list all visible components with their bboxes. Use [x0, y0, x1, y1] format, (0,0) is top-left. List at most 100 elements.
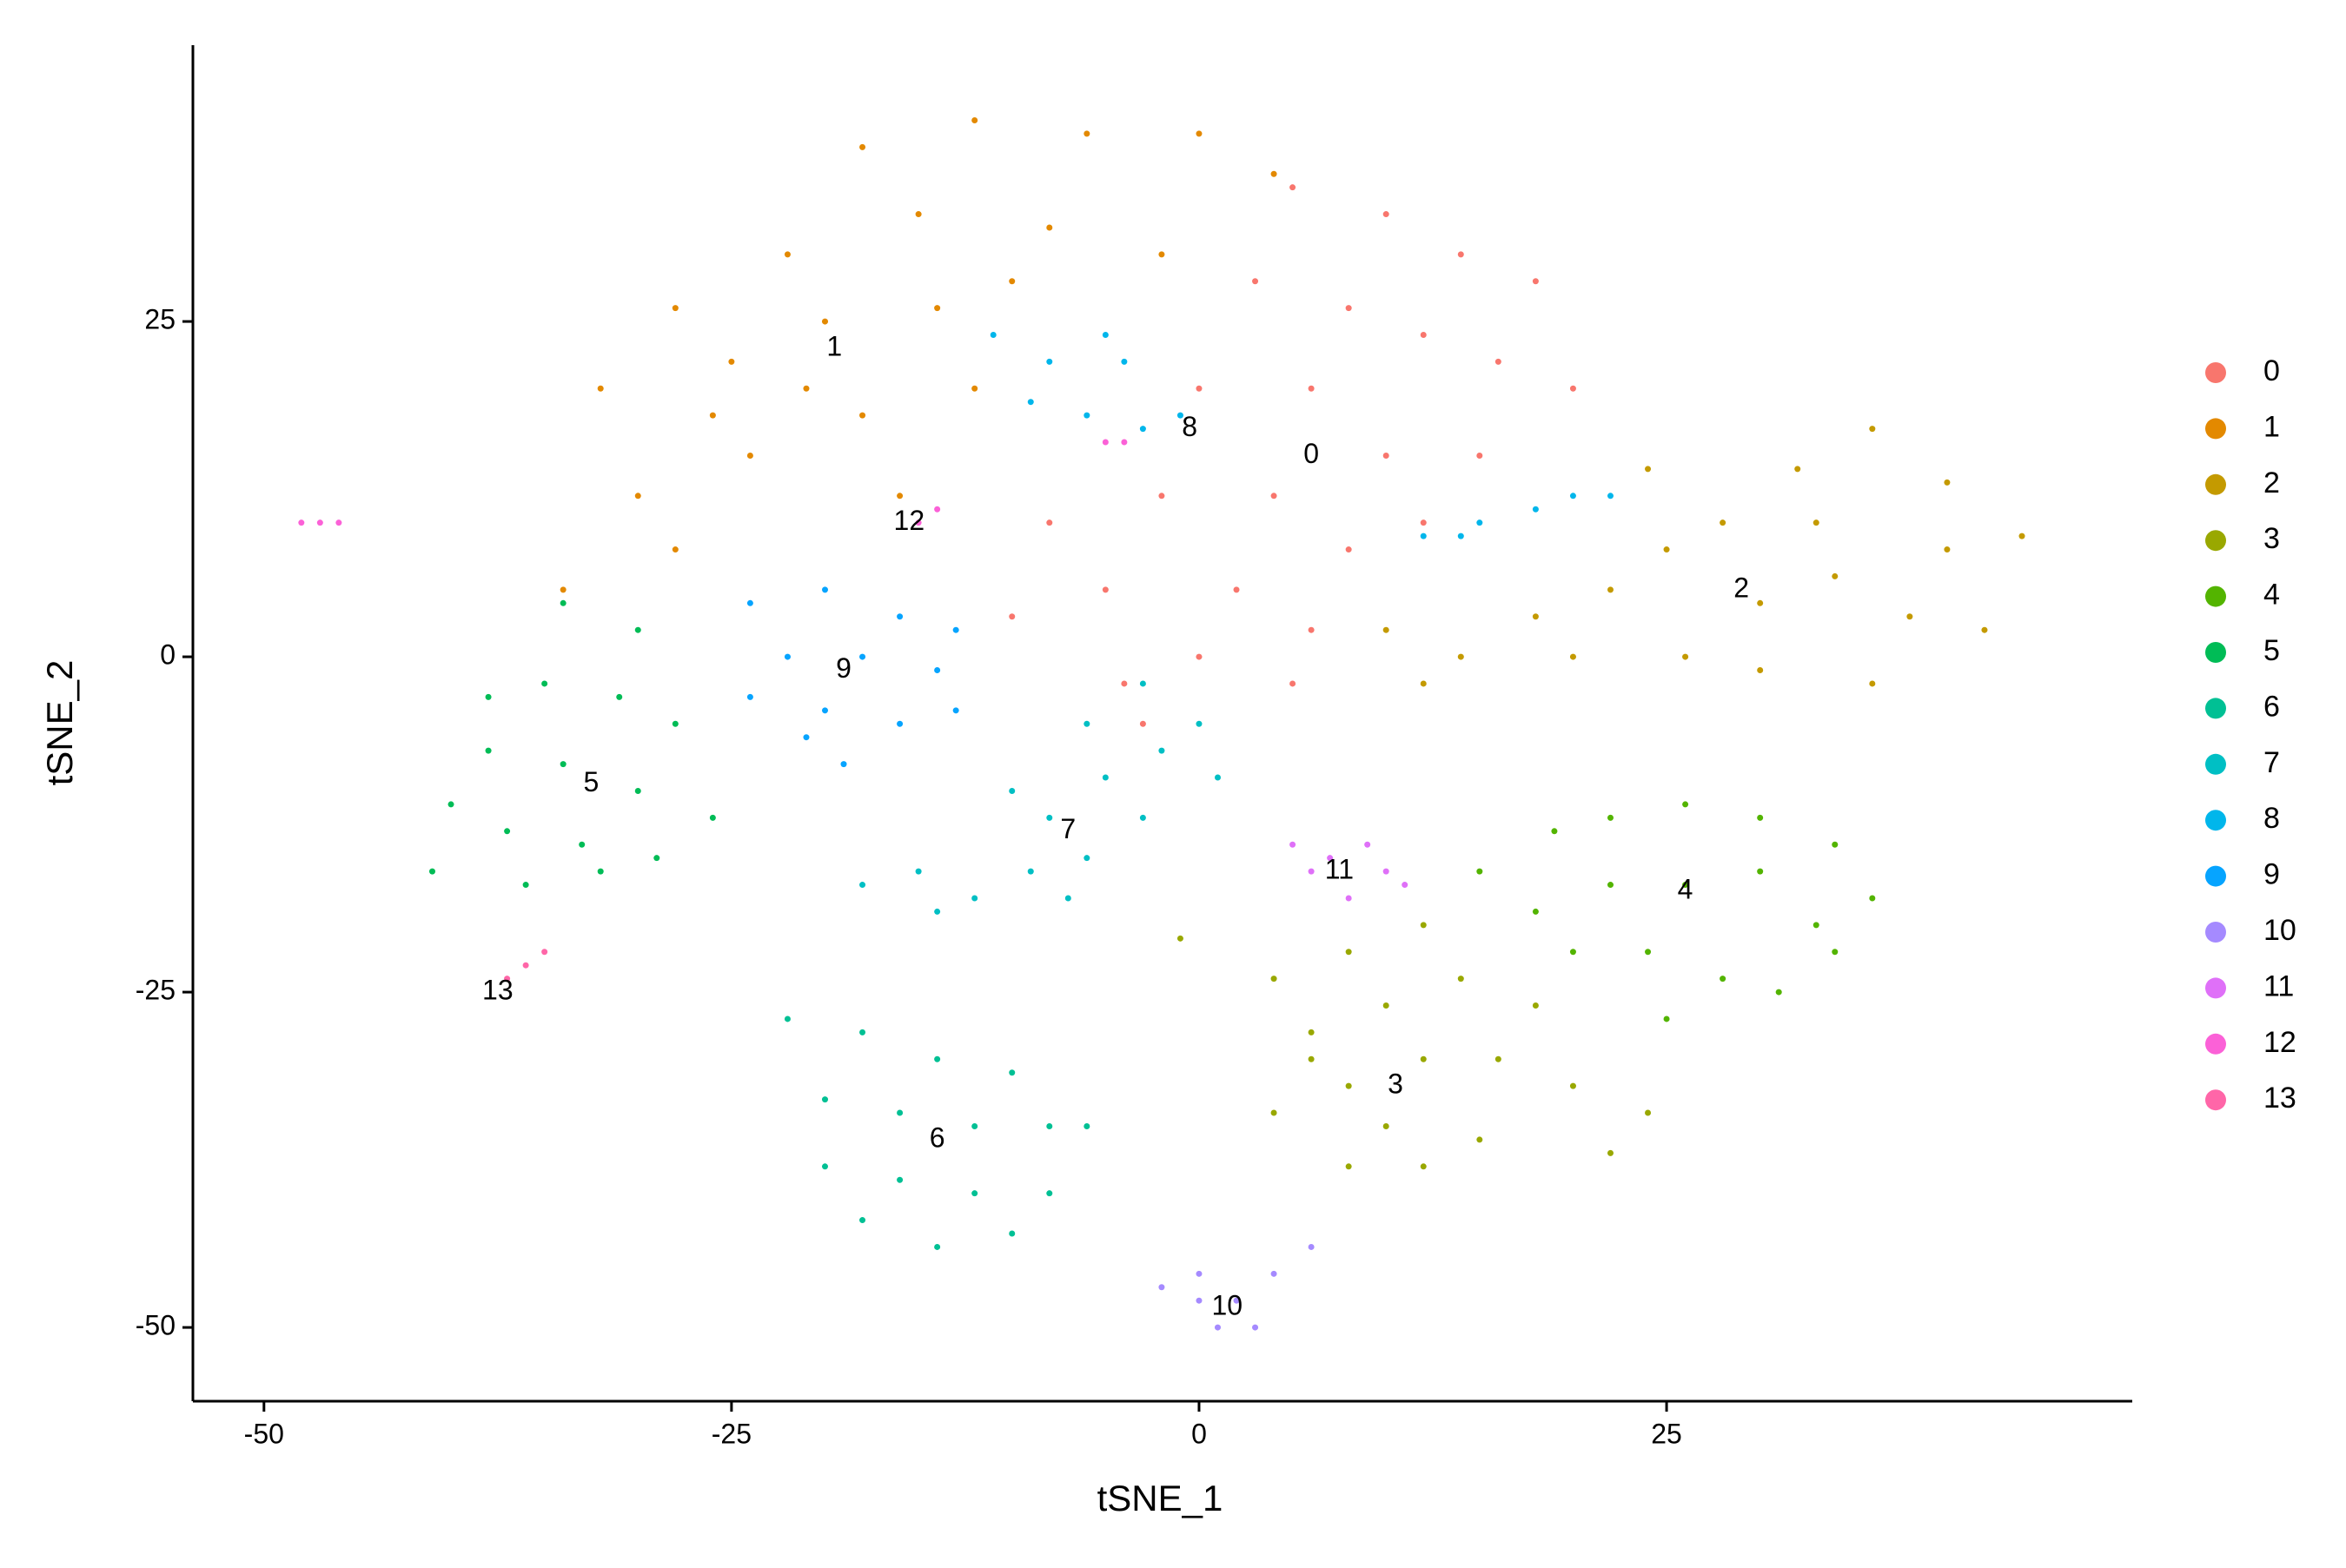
point — [1308, 1055, 1315, 1062]
point — [485, 693, 492, 700]
point — [504, 828, 511, 835]
x-tick-label: 0 — [1191, 1418, 1207, 1449]
legend-label: 4 — [2263, 579, 2280, 612]
point — [541, 680, 548, 687]
point — [522, 882, 529, 889]
cluster-label: 1 — [826, 330, 842, 361]
cluster-label: 4 — [1678, 874, 1693, 905]
point — [1196, 1297, 1203, 1304]
point — [1308, 385, 1315, 392]
point — [1102, 586, 1109, 593]
point — [1832, 841, 1839, 848]
point — [1757, 868, 1764, 875]
point — [1532, 278, 1539, 285]
point — [1084, 412, 1090, 419]
point — [1869, 680, 1876, 687]
point — [859, 882, 866, 889]
point — [1046, 519, 1053, 526]
y-tick-label: 25 — [144, 304, 176, 335]
point — [1102, 774, 1109, 781]
point — [1289, 841, 1296, 848]
point — [1196, 130, 1203, 137]
point — [1944, 479, 1951, 486]
point — [1046, 1122, 1053, 1129]
point — [1196, 385, 1203, 392]
point — [1794, 466, 1801, 473]
point — [784, 653, 791, 660]
cluster-label: 13 — [482, 975, 514, 1006]
legend-label: 8 — [2263, 802, 2280, 835]
point — [1084, 1122, 1090, 1129]
point — [1607, 882, 1614, 889]
point — [1009, 787, 1016, 794]
point — [1345, 949, 1352, 956]
point — [821, 586, 828, 593]
point — [1289, 184, 1296, 191]
point — [859, 412, 866, 419]
cluster-label: 2 — [1733, 572, 1749, 603]
point — [1139, 680, 1146, 687]
point — [1382, 868, 1389, 875]
point — [746, 599, 753, 606]
point — [1869, 426, 1876, 433]
x-tick-label: 25 — [1651, 1418, 1682, 1449]
point — [1308, 626, 1315, 633]
cluster-label: 8 — [1182, 411, 1197, 442]
cluster-label: 0 — [1303, 438, 1319, 469]
point — [522, 962, 529, 969]
point — [1252, 278, 1259, 285]
point — [934, 667, 941, 674]
point — [1607, 814, 1614, 821]
point — [1345, 305, 1352, 312]
point — [934, 1243, 941, 1250]
legend-swatch — [2205, 362, 2226, 383]
legend-label: 9 — [2263, 858, 2280, 891]
point — [541, 949, 548, 956]
point — [1176, 412, 1183, 419]
point — [1757, 667, 1764, 674]
point — [1046, 814, 1053, 821]
point — [616, 693, 623, 700]
point — [1196, 653, 1203, 660]
point — [1345, 895, 1352, 902]
point — [990, 332, 997, 339]
point — [1158, 747, 1165, 754]
point — [1720, 519, 1726, 526]
legend-swatch — [2205, 642, 2226, 663]
point — [971, 1122, 978, 1129]
point — [915, 519, 922, 526]
point — [1757, 814, 1764, 821]
point — [429, 868, 436, 875]
point — [1121, 680, 1128, 687]
point — [634, 493, 641, 500]
point — [1102, 332, 1109, 339]
point — [1832, 949, 1839, 956]
cluster-label: 12 — [894, 505, 925, 536]
point — [1607, 586, 1614, 593]
legend-swatch — [2205, 473, 2226, 495]
point — [1233, 586, 1240, 593]
point — [634, 626, 641, 633]
point — [1682, 882, 1689, 889]
legend-label: 12 — [2263, 1026, 2296, 1059]
point — [1308, 1243, 1315, 1250]
point — [1607, 493, 1614, 500]
point — [1382, 452, 1389, 459]
point — [634, 787, 641, 794]
legend-label: 5 — [2263, 634, 2280, 667]
point — [597, 385, 604, 392]
point — [1420, 533, 1427, 539]
legend-swatch — [2205, 977, 2226, 999]
point — [1084, 130, 1090, 137]
point — [1420, 332, 1427, 339]
point — [1645, 949, 1652, 956]
point — [597, 868, 604, 875]
point — [1270, 1270, 1277, 1277]
point — [1569, 653, 1576, 660]
point — [1139, 720, 1146, 727]
point — [560, 586, 567, 593]
point — [1775, 989, 1782, 996]
cluster-label: 6 — [930, 1121, 945, 1153]
point — [1569, 1082, 1576, 1089]
point — [934, 908, 941, 915]
